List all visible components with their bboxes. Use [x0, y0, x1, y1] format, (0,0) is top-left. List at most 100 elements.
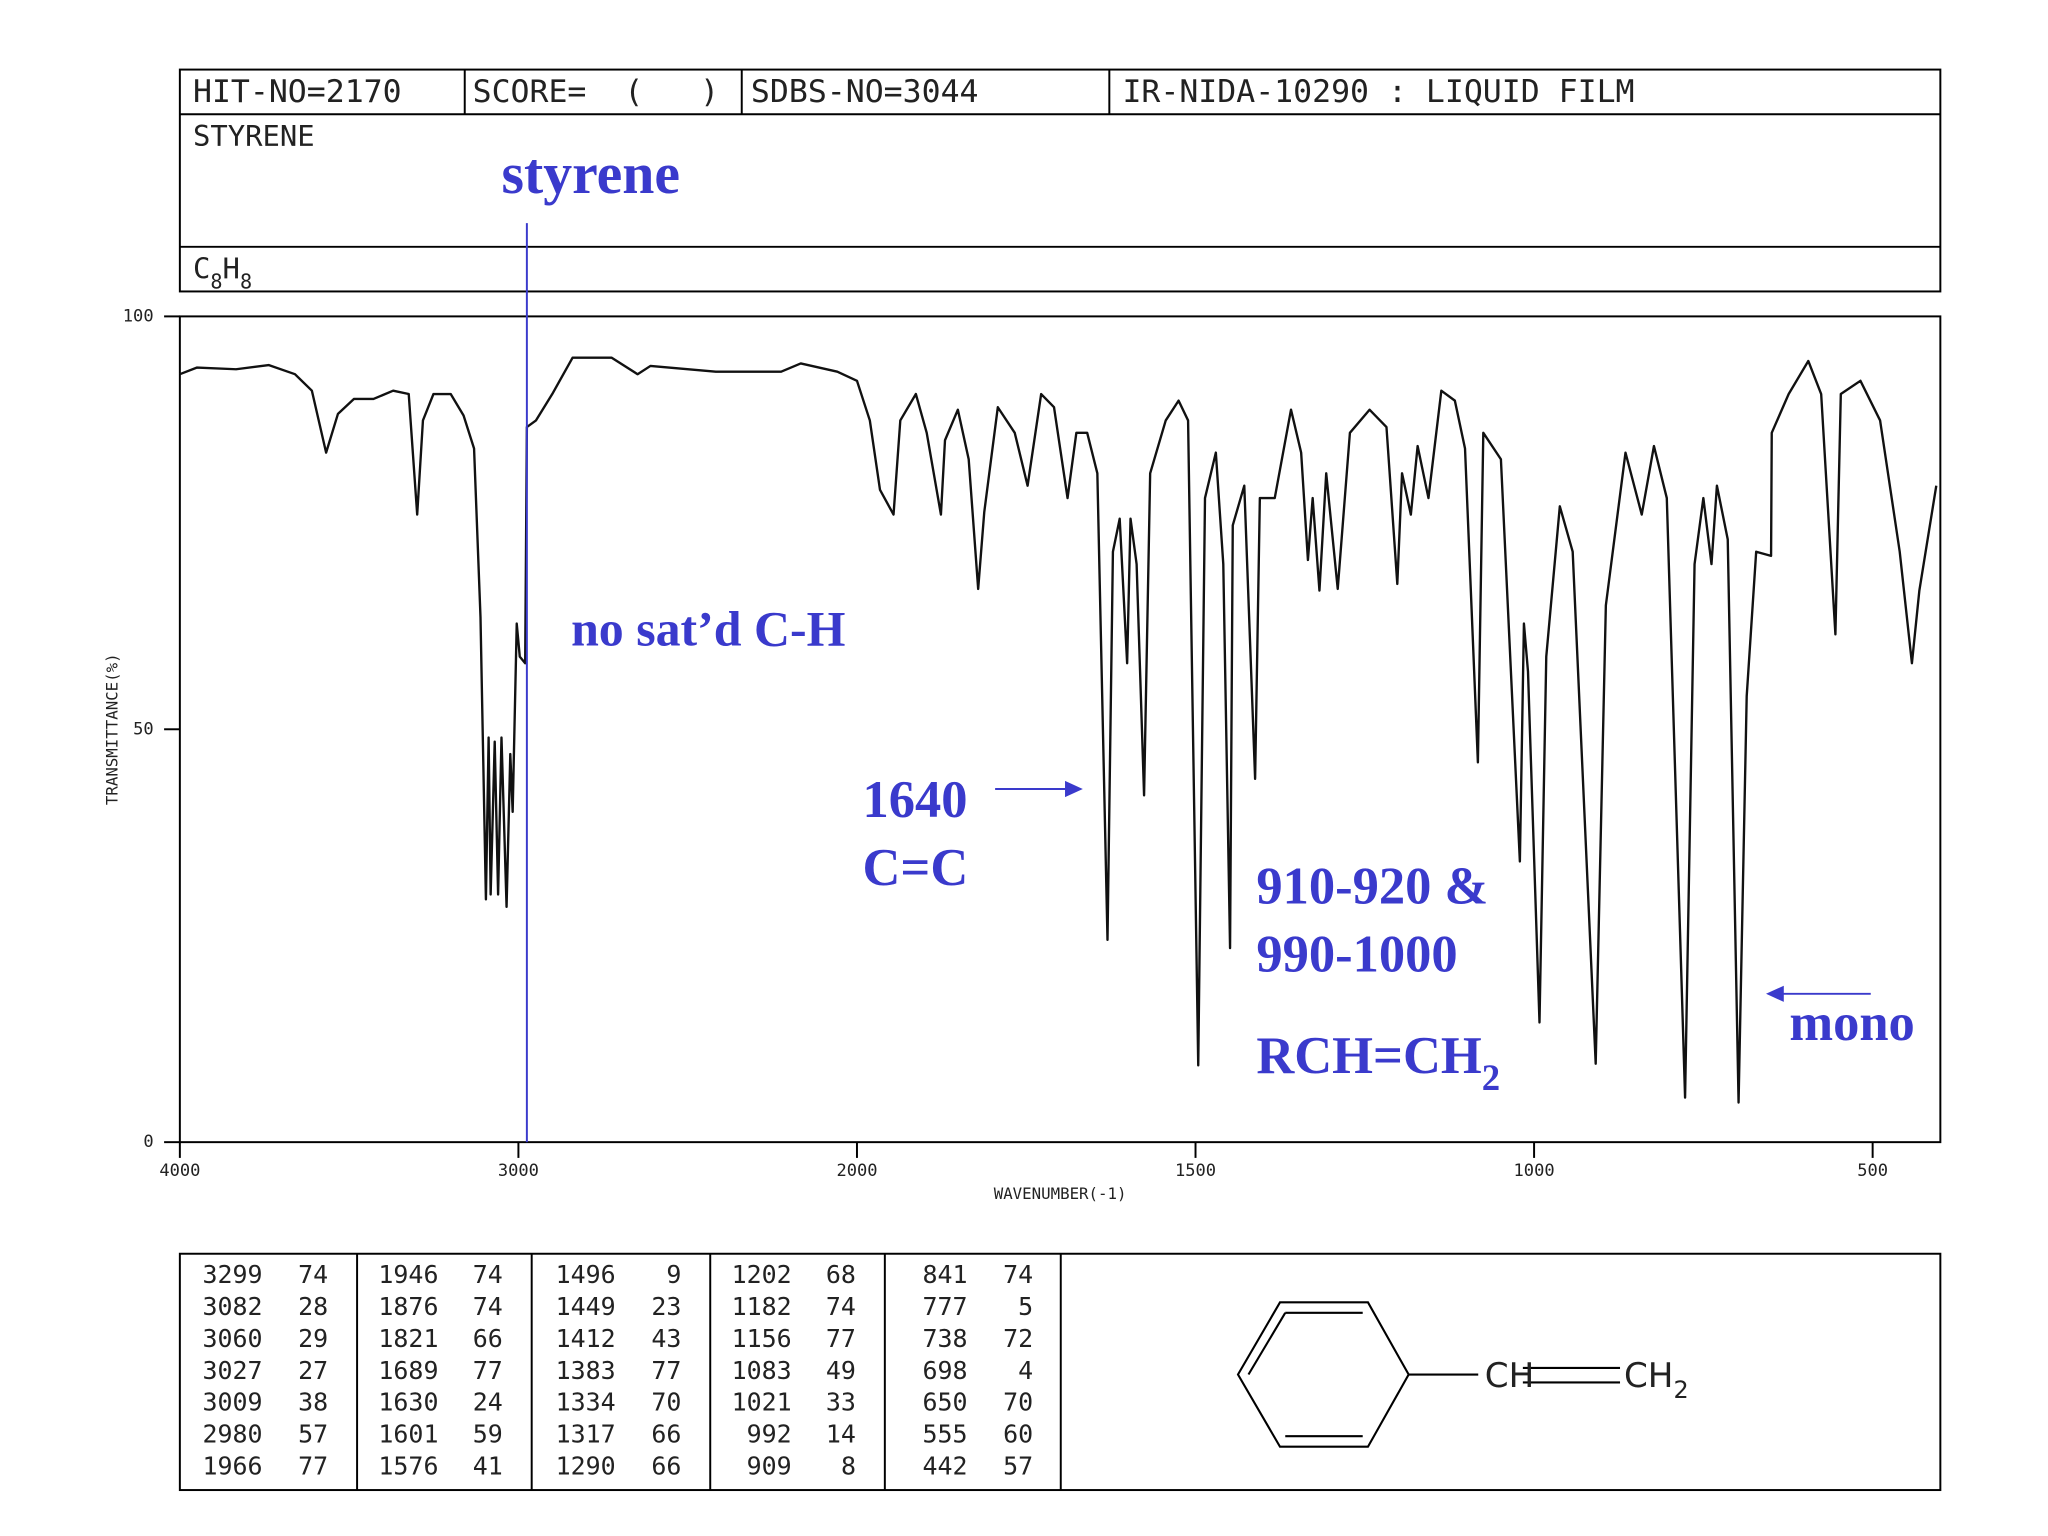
x-tick-label: 4000: [159, 1161, 200, 1181]
transmittance-cell: 59: [473, 1420, 503, 1449]
transmittance-cell: 57: [1003, 1451, 1033, 1480]
text-part: CH: [1624, 1356, 1674, 1396]
transmittance-cell: 23: [651, 1292, 681, 1321]
transmittance-cell: 43: [651, 1324, 681, 1353]
x-tick-label: 2000: [836, 1161, 877, 1181]
frames: [178, 68, 1942, 1492]
wavenumber-cell: 1601: [378, 1420, 438, 1449]
score: SCORE= ( ): [473, 74, 720, 110]
subscript: 8: [210, 269, 222, 293]
benzene-ring: [1236, 1301, 1410, 1448]
transmittance-cell: 66: [473, 1324, 503, 1353]
wavenumber-cell: 1689: [378, 1356, 438, 1385]
y-axis-label: TRANSMITTANCE(%): [102, 653, 121, 805]
wavenumber-cell: 3299: [203, 1260, 263, 1289]
wavenumber-cell: 3082: [203, 1292, 263, 1321]
transmittance-cell: 77: [826, 1324, 856, 1353]
wavenumber-cell: 1821: [378, 1324, 438, 1353]
wavenumber-cell: 1630: [378, 1388, 438, 1417]
transmittance-cell: 70: [1003, 1388, 1033, 1417]
arrows: [995, 780, 1871, 1002]
transmittance-cell: 14: [826, 1420, 856, 1449]
ch2-label: CH2: [1624, 1356, 1689, 1405]
transmittance-cell: 29: [298, 1324, 328, 1353]
compound-name: STYRENE: [193, 119, 315, 153]
wavenumber-cell: 1496: [556, 1260, 616, 1289]
annotation: C=C: [863, 839, 969, 897]
method: IR-NIDA-10290 : LIQUID FILM: [1122, 74, 1634, 110]
wavenumber-cell: 777: [923, 1292, 968, 1321]
wavenumber-cell: 1946: [378, 1260, 438, 1289]
wavenumber-cell: 698: [923, 1356, 968, 1385]
wavenumber-cell: 1156: [732, 1324, 792, 1353]
wavenumber-cell: 3009: [203, 1388, 263, 1417]
subscript: 8: [240, 269, 252, 293]
transmittance-cell: 8: [841, 1451, 856, 1480]
wavenumber-cell: 1334: [556, 1388, 616, 1417]
transmittance-cell: 68: [826, 1260, 856, 1289]
formula: C8H8: [193, 251, 252, 293]
header-box: [178, 68, 1942, 293]
y-tick-label: 100: [123, 306, 154, 326]
text-part: CH: [1485, 1356, 1535, 1396]
transmittance-cell: 27: [298, 1356, 328, 1385]
wavenumber-cell: 1317: [556, 1420, 616, 1449]
transmittance-cell: 38: [298, 1388, 328, 1417]
wavenumber-cell: 1202: [732, 1260, 792, 1289]
transmittance-cell: 77: [473, 1356, 503, 1385]
transmittance-cell: 74: [473, 1292, 503, 1321]
wavenumber-cell: 1083: [732, 1356, 792, 1385]
x-tick-label: 1000: [1514, 1161, 1555, 1181]
header: HIT-NO=2170 SCORE= ( ) SDBS-NO=3044 IR-N…: [193, 74, 1635, 293]
transmittance-cell: 77: [651, 1356, 681, 1385]
transmittance-cell: 9: [666, 1260, 681, 1289]
transmittance-cell: 4: [1018, 1356, 1033, 1385]
transmittance-cell: 77: [298, 1451, 328, 1480]
transmittance-cell: 57: [298, 1420, 328, 1449]
wavenumber-cell: 442: [923, 1451, 968, 1480]
x-axis-label: WAVENUMBER(-1): [994, 1184, 1127, 1203]
wavenumber-cell: 1021: [732, 1388, 792, 1417]
transmittance-cell: 41: [473, 1451, 503, 1480]
transmittance-cell: 66: [651, 1451, 681, 1480]
transmittance-cell: 70: [651, 1388, 681, 1417]
wavenumber-cell: 1383: [556, 1356, 616, 1385]
transmittance-cell: 5: [1018, 1292, 1033, 1321]
transmittance-cell: 60: [1003, 1420, 1033, 1449]
arrow-head: [1765, 985, 1784, 1002]
y-tick-label: 0: [143, 1132, 153, 1152]
wavenumber-cell: 3060: [203, 1324, 263, 1353]
transmittance-cell: 74: [298, 1260, 328, 1289]
structure-labels: CH CH2: [1485, 1356, 1689, 1405]
hit-no: HIT-NO=2170: [193, 74, 402, 110]
transmittance-cell: 72: [1003, 1324, 1033, 1353]
wavenumber-cell: 1966: [203, 1451, 263, 1480]
transmittance-cell: 24: [473, 1388, 503, 1417]
text-part: C: [193, 251, 210, 285]
transmittance-cell: 66: [651, 1420, 681, 1449]
sdbs-no: SDBS-NO=3044: [751, 74, 979, 110]
arrow-head: [1065, 780, 1083, 798]
axes: 4000 3000 2000 1500 1000 500 0 50 100 WAVENUMBER(…: [102, 306, 1888, 1203]
annotation: no sat’d C-H: [571, 602, 845, 657]
wavenumber-cell: 992: [747, 1420, 792, 1449]
wavenumber-cell: 555: [923, 1420, 968, 1449]
x-tick-label: 500: [1857, 1161, 1888, 1181]
transmittance-cell: 28: [298, 1292, 328, 1321]
transmittance-cell: 74: [826, 1292, 856, 1321]
wavenumber-cell: 1290: [556, 1451, 616, 1480]
wavenumber-cell: 3027: [203, 1356, 263, 1385]
annotation: 990-1000: [1256, 926, 1457, 984]
x-tick-label: 3000: [498, 1161, 539, 1181]
ch-label: CH: [1485, 1356, 1535, 1396]
wavenumber-cell: 1576: [378, 1451, 438, 1480]
transmittance-cell: 49: [826, 1356, 856, 1385]
annotation: 910-920 &: [1256, 857, 1488, 915]
wavenumber-cell: 1412: [556, 1324, 616, 1353]
x-tick-label: 1500: [1175, 1161, 1216, 1181]
subscript: 2: [1673, 1376, 1688, 1404]
wavenumber-cell: 841: [923, 1260, 968, 1289]
spectrum-line: [179, 356, 1938, 1104]
